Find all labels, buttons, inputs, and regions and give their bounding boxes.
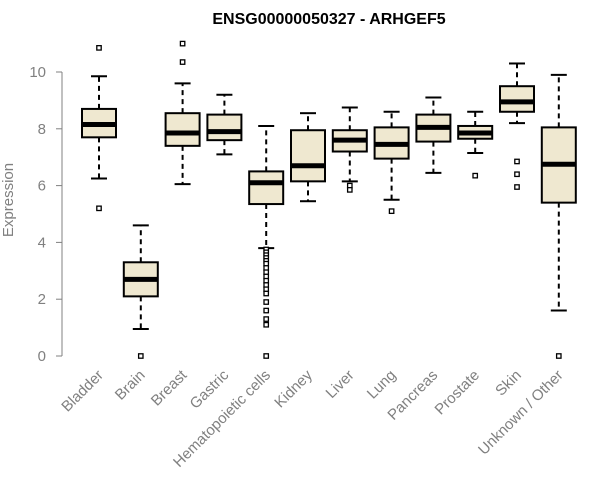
outlier-point (263, 307, 270, 314)
outlier-point (263, 290, 270, 297)
iqr-box (164, 112, 201, 147)
y-tick-label: 4 (38, 234, 46, 251)
box-bladder (81, 45, 117, 212)
box-prostate (457, 110, 494, 179)
x-tick-label: Lung (364, 367, 400, 403)
x-tick-label: Kidney (271, 366, 316, 411)
box-liver (331, 106, 368, 193)
outlier-point (96, 205, 102, 212)
box-skin (499, 62, 535, 190)
outlier-point (179, 59, 186, 65)
outlier-point (346, 187, 353, 193)
y-tick-label: 8 (38, 121, 46, 138)
x-tick-label: Prostate (431, 367, 483, 419)
outlier-point (96, 45, 102, 51)
box-gastric (206, 93, 243, 156)
box-kidney (290, 112, 326, 203)
iqr-box (499, 85, 535, 113)
x-tick-label: Breast (148, 366, 191, 409)
box-brain (122, 224, 159, 359)
outlier-point (514, 171, 520, 178)
outlier-point (137, 353, 144, 359)
box-unknown-other (540, 73, 577, 359)
y-tick-label: 2 (38, 291, 46, 308)
box-pancreas (415, 96, 452, 174)
outlier-point (472, 172, 479, 179)
y-tick-label: 6 (38, 178, 46, 195)
outlier-point (555, 353, 562, 359)
outlier-point (263, 299, 270, 305)
outlier-point (263, 353, 270, 359)
outlier-point (514, 184, 520, 190)
x-tick-label: Brain (112, 367, 149, 404)
iqr-box (290, 129, 326, 183)
outlier-point (263, 321, 270, 328)
y-tick-label: 0 (38, 348, 46, 365)
y-axis: 0 2 4 6 8 10 (29, 64, 63, 365)
outlier-point (514, 158, 520, 165)
outlier-point (263, 316, 270, 322)
iqr-box (206, 113, 243, 142)
outlier-point (179, 40, 186, 47)
x-tick-label: Liver (323, 367, 358, 402)
box-hematopoietic-cells (248, 124, 285, 359)
outlier-point (388, 208, 395, 215)
iqr-box (248, 170, 285, 206)
y-axis-label: Expression (0, 163, 17, 237)
y-tick-label: 10 (29, 64, 46, 81)
box-lung (373, 110, 410, 215)
x-tick-label: Bladder (58, 367, 107, 416)
box-series (81, 40, 577, 359)
box-breast (164, 40, 201, 186)
x-tick-label: Skin (492, 367, 525, 400)
chart-title: ENSG00000050327 - ARHGEF5 (212, 11, 445, 28)
